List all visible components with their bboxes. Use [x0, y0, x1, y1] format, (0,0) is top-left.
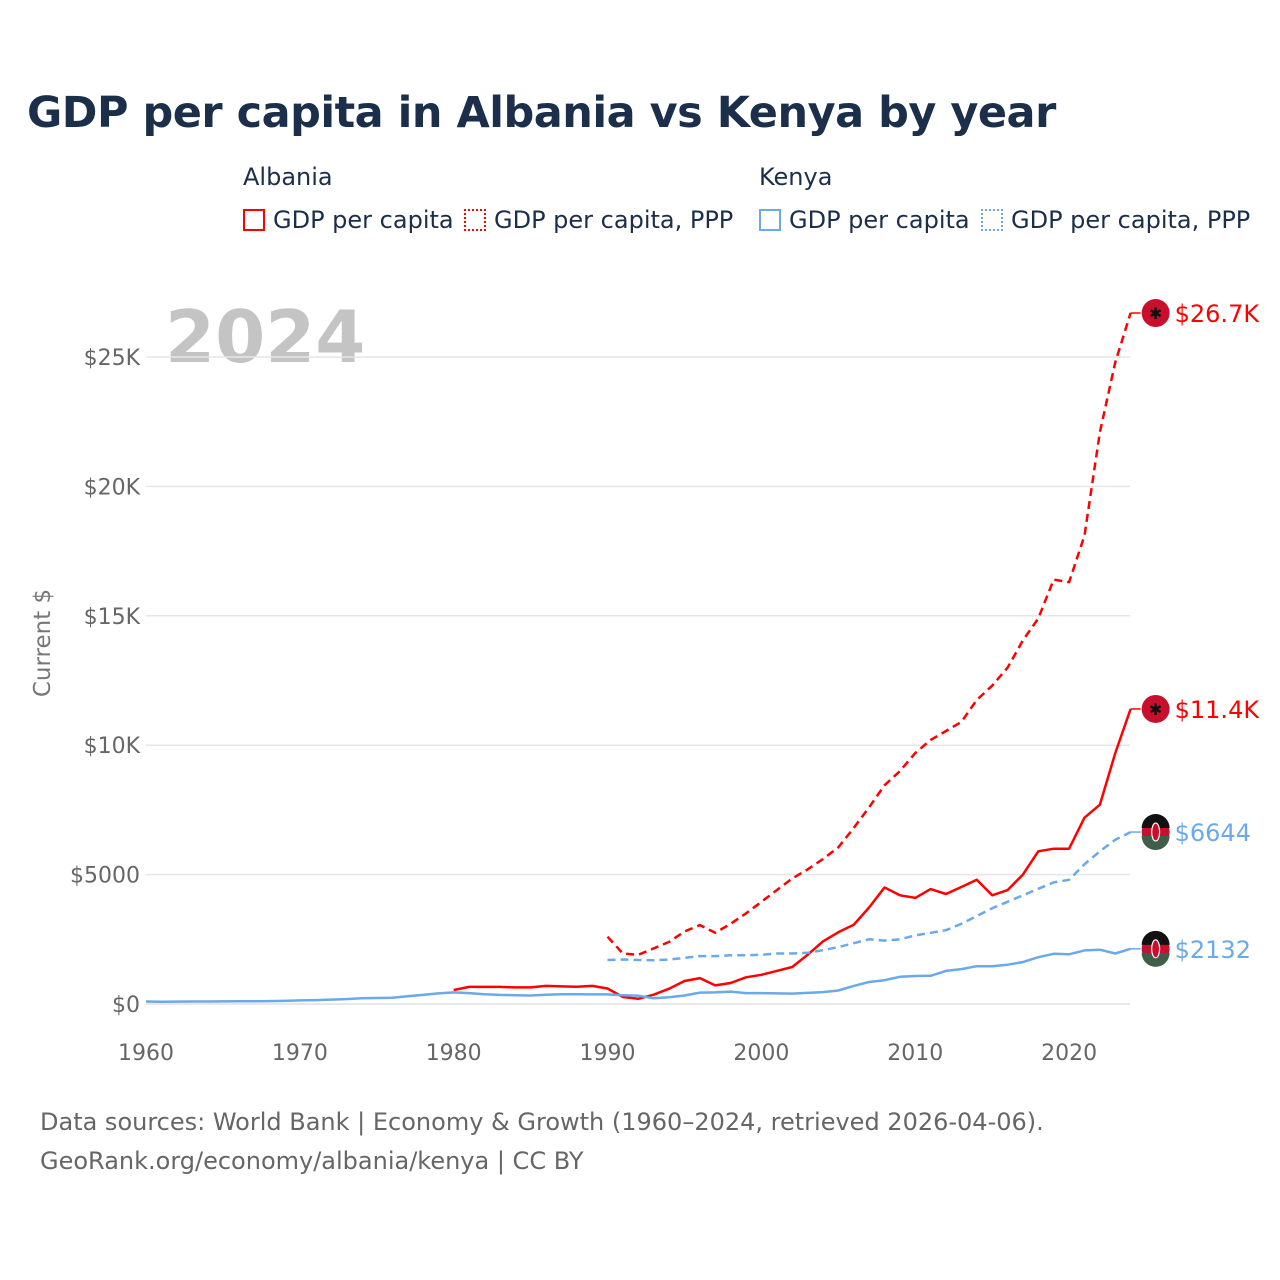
series-line-2 — [145, 947, 1131, 1003]
legend-albania-ppp[interactable]: GDP per capita, PPP — [464, 206, 733, 234]
legend-swatch-solid — [759, 209, 781, 231]
shield-icon — [1151, 822, 1161, 842]
end-value-label: $11.4K — [1175, 696, 1261, 724]
eagle-icon: ✱ — [1149, 304, 1162, 323]
year-watermark: 2024 — [165, 295, 365, 379]
legend-group-kenya: Kenya — [759, 163, 833, 191]
legend-label: GDP per capita, PPP — [1011, 206, 1251, 234]
y-tick-label: $5000 — [70, 864, 140, 889]
y-tick-label: $20K — [84, 475, 141, 500]
legend-label: GDP per capita — [789, 206, 970, 234]
kenya-flag-green-band — [1141, 836, 1170, 851]
footer-link[interactable]: GeoRank.org/economy/albania/kenya | CC B… — [40, 1147, 584, 1175]
series-line-0 — [453, 708, 1132, 1001]
eagle-icon: ✱ — [1149, 700, 1162, 719]
footer-sources: Data sources: World Bank | Economy & Gro… — [40, 1108, 1044, 1136]
x-tick-label: 1990 — [580, 1041, 636, 1066]
x-tick-label: 1980 — [426, 1041, 482, 1066]
x-tick-label: 2020 — [1041, 1041, 1097, 1066]
x-tick-label: 1960 — [118, 1041, 174, 1066]
legend-label: GDP per capita, PPP — [494, 206, 734, 234]
chart-title: GDP per capita in Albania vs Kenya by ye… — [27, 88, 1056, 138]
y-tick-label: $15K — [84, 605, 141, 630]
end-value-label: $2132 — [1175, 936, 1251, 964]
y-axis-label: Current $ — [30, 589, 56, 697]
legend-swatch-dotted — [464, 209, 486, 231]
end-value-label: $6644 — [1175, 819, 1251, 847]
x-tick-label: 2000 — [733, 1041, 789, 1066]
legend-kenya-gdp[interactable]: GDP per capita — [759, 206, 970, 234]
legend-swatch-solid — [243, 209, 265, 231]
kenya-flag-black-band — [1141, 814, 1170, 829]
legend-kenya-ppp[interactable]: GDP per capita, PPP — [981, 206, 1250, 234]
x-tick-label: 2010 — [887, 1041, 943, 1066]
albania-flag-icon — [1141, 694, 1170, 723]
kenya-flag-green-band — [1141, 952, 1170, 967]
albania-flag-icon — [1141, 299, 1170, 328]
legend-group-albania: Albania — [243, 163, 333, 191]
legend-swatch-dotted — [981, 209, 1003, 231]
y-tick-label: $0 — [112, 993, 140, 1018]
shield-icon — [1151, 939, 1161, 959]
x-tick-label: 1970 — [272, 1041, 328, 1066]
end-value-label: $26.7K — [1175, 300, 1261, 328]
y-tick-label: $25K — [84, 346, 141, 371]
kenya-flag-black-band — [1141, 930, 1170, 945]
series-line-1 — [606, 312, 1132, 957]
y-tick-label: $10K — [84, 734, 141, 759]
legend-albania-gdp[interactable]: GDP per capita — [243, 206, 454, 234]
legend-label: GDP per capita — [273, 206, 454, 234]
series-line-3 — [607, 830, 1132, 962]
